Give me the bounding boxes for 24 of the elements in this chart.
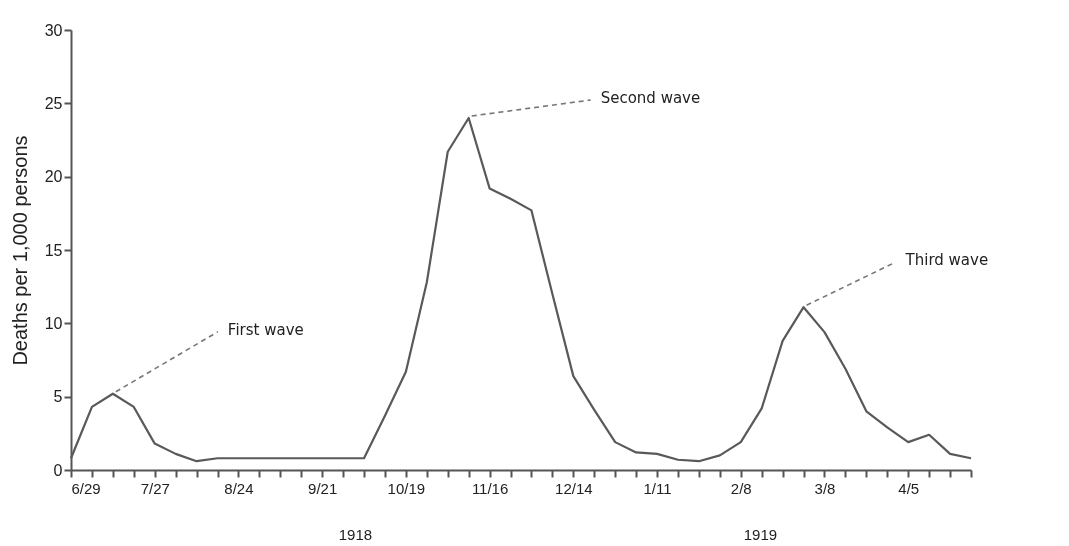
y-tick-label: 0 [53,461,63,479]
x-tick-label: 7/27 [140,479,170,497]
y-axis-title: Deaths per 1,000 persons [8,135,31,366]
x-tick-label: 10/19 [387,479,426,497]
annotation: Second wave [600,89,701,107]
y-tick-label: 30 [44,21,63,39]
y-tick-label: 10 [44,314,63,332]
annotation: First wave [227,320,304,339]
text: 1919 [743,526,778,543]
y-tick-label: 5 [53,388,63,406]
x-tick-label: 8/24 [224,479,254,497]
x-tick-label: 1/11 [643,479,672,497]
x-tick-label: 6/29 [71,479,101,497]
annotation: Third wave [904,251,989,270]
x-tick-label: 4/5 [898,479,920,497]
x-tick-label: 2/8 [730,479,752,497]
y-tick-label: 20 [44,168,63,186]
x-tick-label: 9/21 [308,479,338,497]
x-tick-label: 11/16 [471,479,509,497]
y-tick-label: 15 [44,241,63,259]
y-tick-label: 25 [44,94,63,112]
x-tick-label: 3/8 [814,479,836,497]
x-tick-label: 12/14 [555,479,593,497]
text: 1918 [338,526,373,543]
